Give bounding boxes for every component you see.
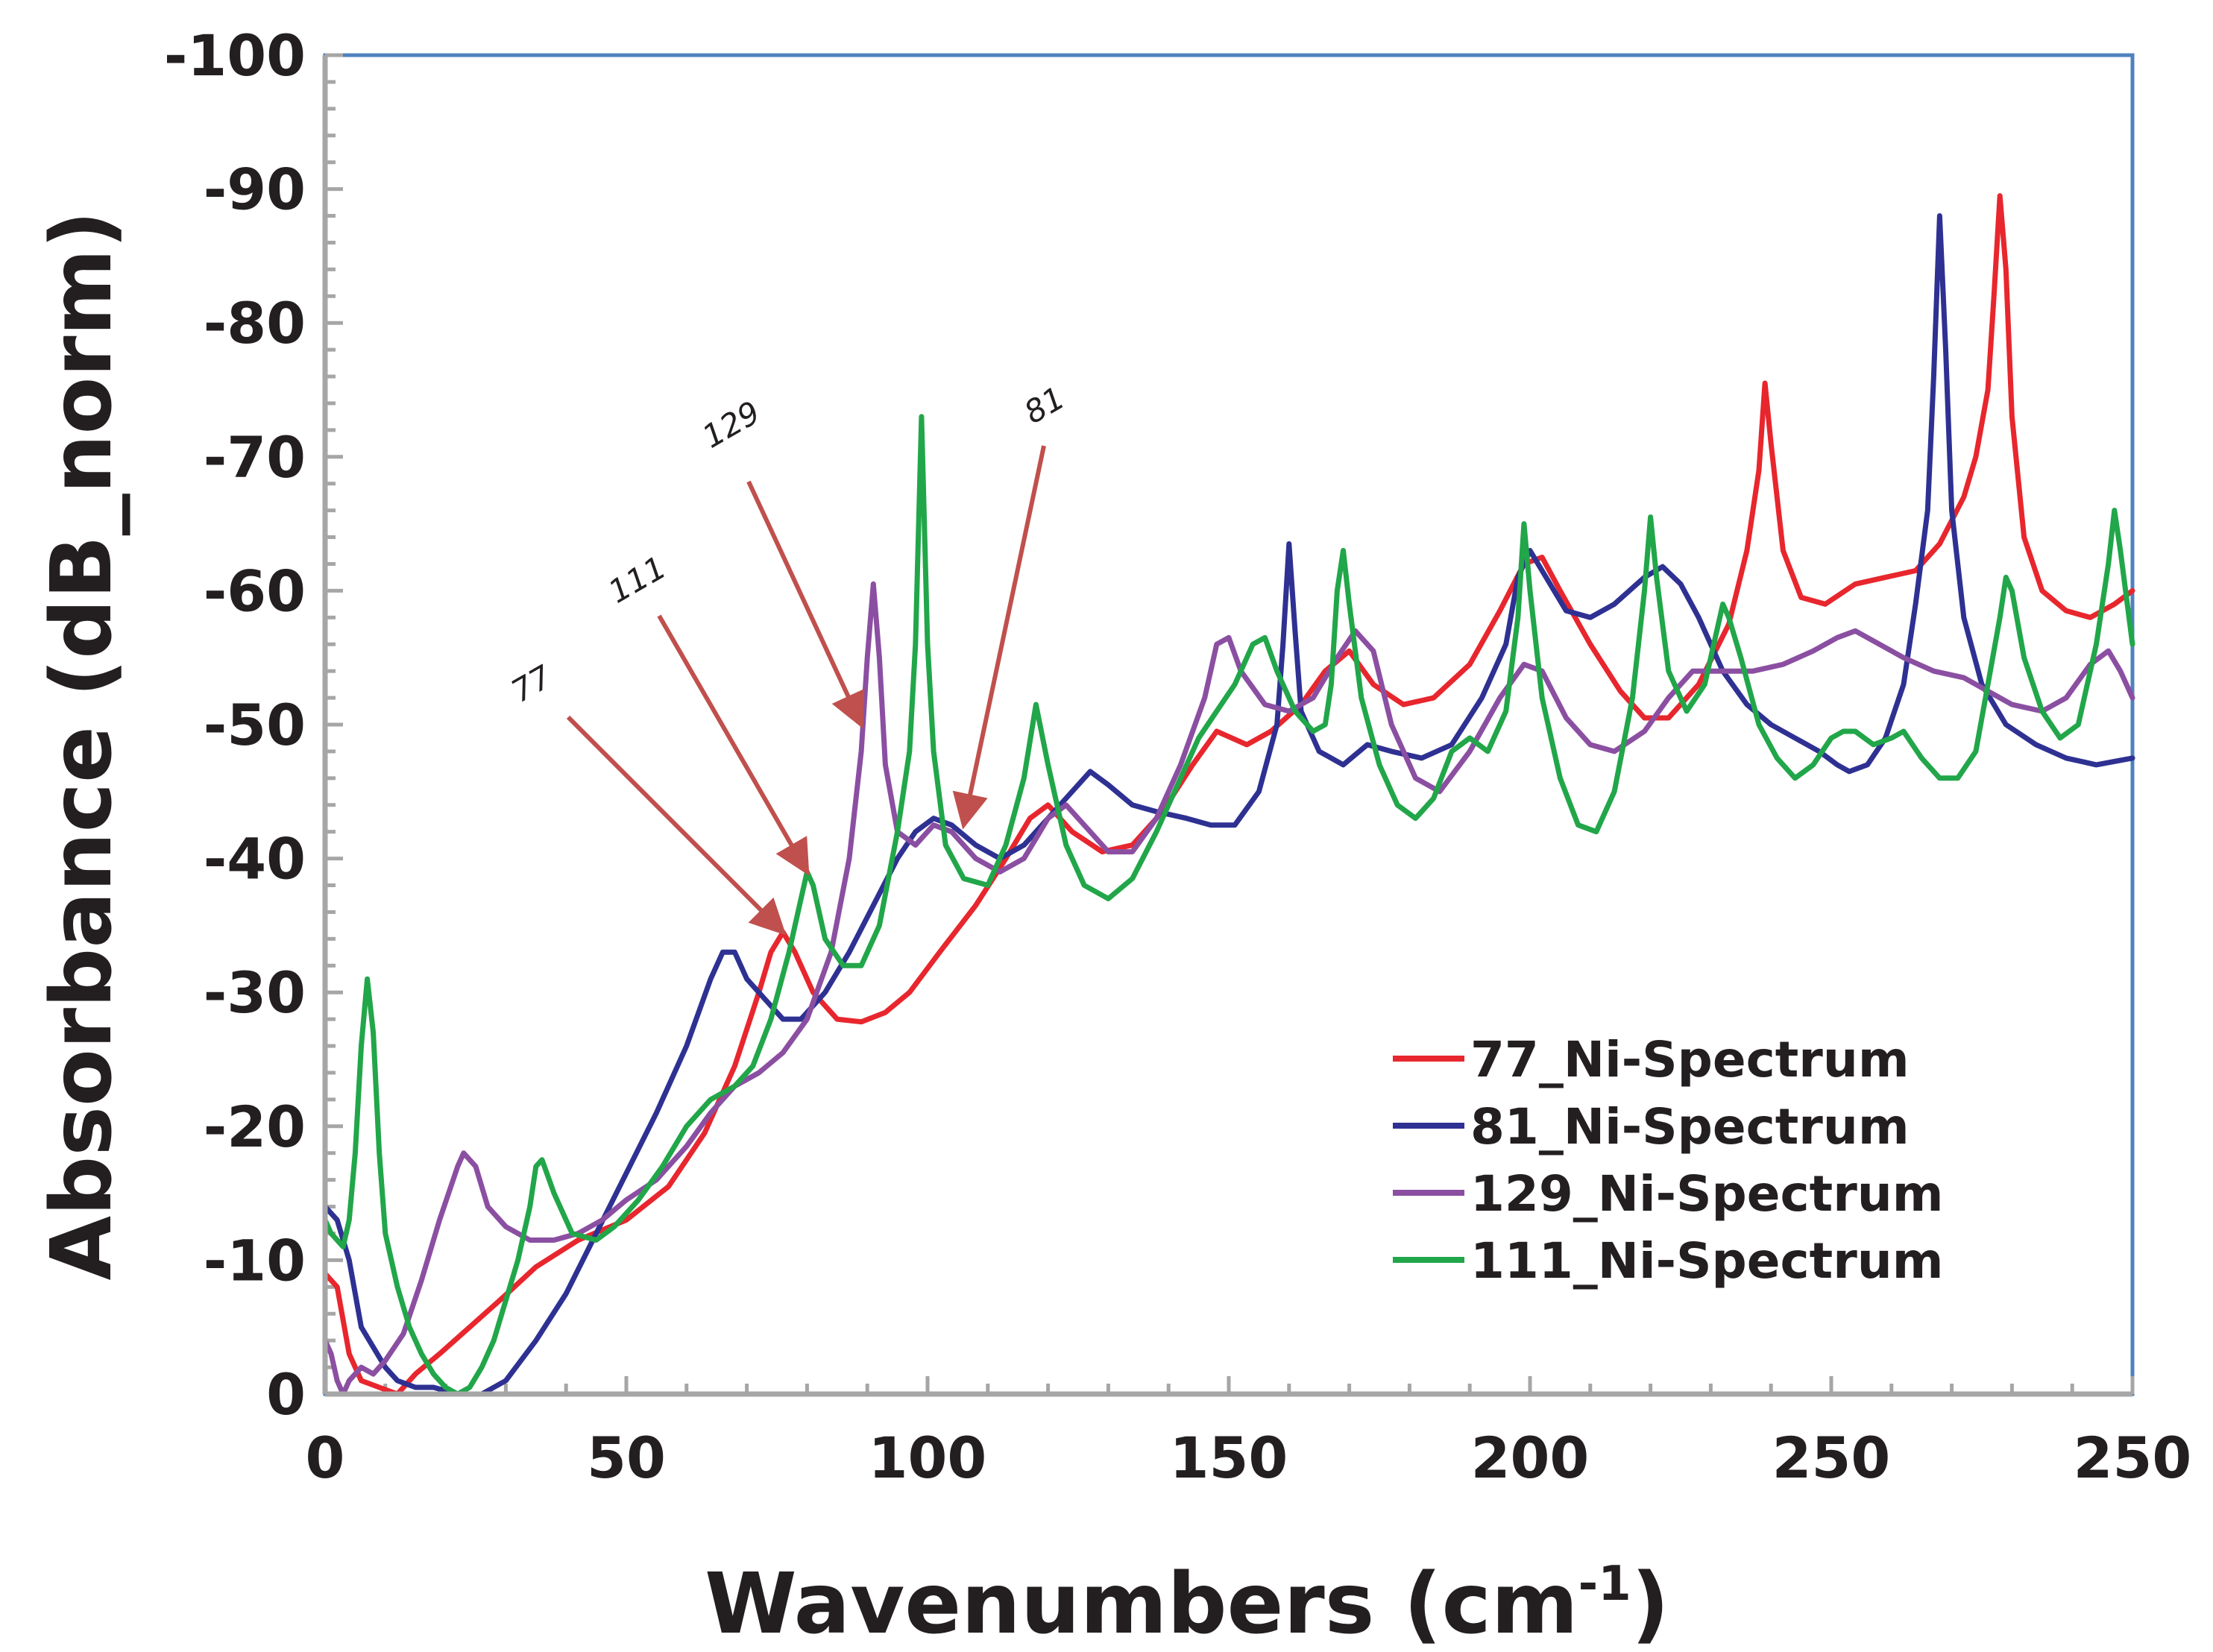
x-tick-label: 100 <box>869 1425 987 1491</box>
x-axis-title-text: Wavenumbers (cm <box>705 1556 1578 1652</box>
x-tick-label: 200 <box>1471 1425 1590 1491</box>
x-tick-label: 150 <box>1170 1425 1288 1491</box>
legend-label: 81_Ni-Spectrum <box>1470 1098 1910 1156</box>
x-tick-label: 250 <box>1772 1425 1891 1491</box>
y-tick-label: 0 <box>266 1361 306 1428</box>
annotation-arrow-81 <box>952 445 1046 830</box>
y-tick-label: -10 <box>204 1227 306 1293</box>
series-lines <box>322 193 2135 1397</box>
y-tick-label: -80 <box>204 290 306 356</box>
x-tick-label: 0 <box>306 1425 345 1491</box>
x-axis-title-sup: -1 <box>1578 1557 1631 1612</box>
y-tick-labels: 0 -10 -20 -30 -40 -50 -60 -70 -80 -90 -100 <box>164 22 306 1428</box>
series-line-111_Ni-Spectrum <box>322 414 2135 1397</box>
y-tick-label: -20 <box>204 1094 306 1160</box>
y-tick-label: -90 <box>204 157 306 223</box>
y-tick-label: -30 <box>204 959 306 1026</box>
x-axis-title: Wavenumbers (cm-1) <box>705 1556 1669 1652</box>
annotation-arrow-111 <box>657 614 810 876</box>
series-line-129_Ni-Spectrum <box>322 581 2135 1397</box>
x-tick-labels: 0 50 100 150 200 250 250 <box>306 1425 2192 1491</box>
y-tick-label: -40 <box>204 826 306 892</box>
y-axis-title: Absorbance (dB_norm) <box>34 210 130 1280</box>
x-tick-label: 250 <box>2074 1425 2192 1491</box>
axis-lines <box>322 55 2132 1397</box>
x-axis-title-close: ) <box>1631 1556 1669 1652</box>
legend-label: 77_Ni-Spectrum <box>1470 1031 1910 1088</box>
y-tick-label: -70 <box>204 424 306 491</box>
y-tick-label: -60 <box>204 558 306 624</box>
legend-label: 111_Ni-Spectrum <box>1470 1232 1944 1290</box>
x-tick-label: 50 <box>587 1425 666 1491</box>
legend-label: 129_Ni-Spectrum <box>1470 1165 1944 1223</box>
series-line-81_Ni-Spectrum <box>322 213 2135 1397</box>
annotation-arrow-129 <box>746 480 865 729</box>
legend: 77_Ni-Spectrum 81_Ni-Spectrum 129_Ni-Spect… <box>1393 1031 1944 1290</box>
annotation-arrow-77 <box>566 715 787 936</box>
y-tick-label: -50 <box>204 692 306 758</box>
y-tick-label: -100 <box>164 22 306 89</box>
series-line-77_Ni-Spectrum <box>322 193 2135 1397</box>
